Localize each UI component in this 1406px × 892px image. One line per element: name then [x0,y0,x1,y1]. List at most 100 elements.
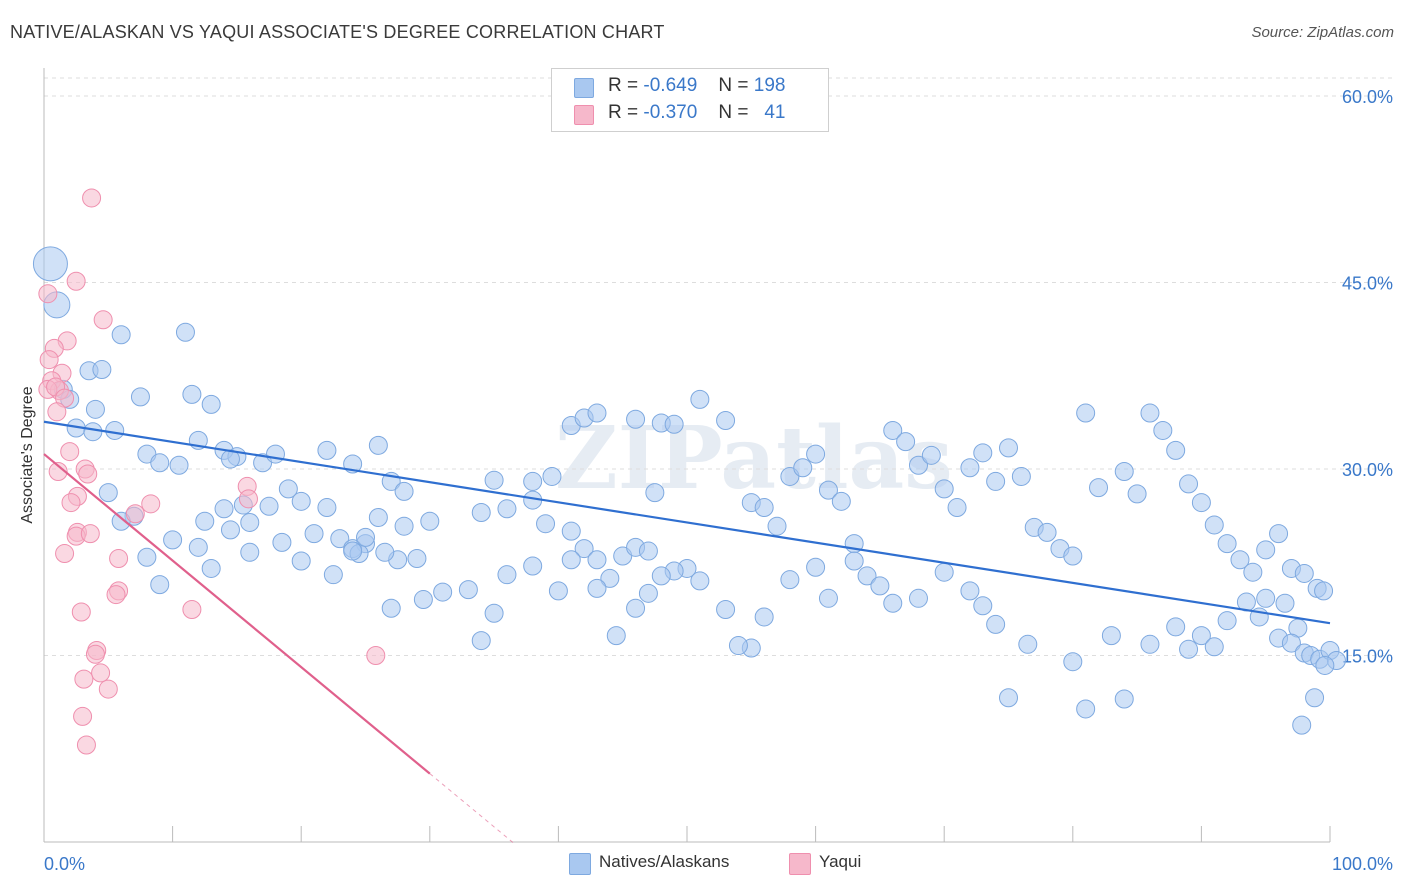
yaqui-point [55,544,75,564]
natives-point [484,470,504,490]
natives-point [857,566,877,586]
natives-point [831,491,851,511]
natives-point [188,537,208,557]
natives-point [960,458,980,478]
natives-point [1305,688,1325,708]
natives-point [1191,626,1211,646]
yaqui-point [39,350,59,370]
yaqui-point [61,493,81,513]
natives-point [1243,562,1263,582]
natives-point [542,466,562,486]
natives-point [163,530,183,550]
natives-point [934,479,954,499]
natives-point [240,512,260,532]
yaqui-point [47,402,67,422]
natives-point [291,551,311,571]
natives-point [265,444,285,464]
yaqui-point [85,644,105,664]
yaqui-point [66,271,86,291]
natives-point [561,521,581,541]
natives-point [716,411,736,431]
natives-point [201,394,221,414]
natives-point [1018,634,1038,654]
yaqui-point [48,461,68,481]
natives-legend-swatch [569,853,591,875]
natives-point [1230,550,1250,570]
natives-point [1166,440,1186,460]
natives-point [1127,484,1147,504]
y-tick-label: 45.0% [1342,274,1393,294]
natives-point [105,420,125,440]
yaqui-legend-swatch [789,853,811,875]
natives-point [381,598,401,618]
natives-point [638,541,658,561]
natives-point [317,440,337,460]
yaqui-point [366,646,386,665]
natives-point [240,542,260,562]
r-label: R = [608,102,639,123]
r-value: -0.649 [643,75,698,96]
natives-point [32,246,68,282]
natives-point [690,389,710,409]
natives-point [484,603,504,623]
natives-point [754,607,774,627]
natives-point [420,511,440,531]
natives-point [1204,637,1224,657]
natives-point [356,527,375,547]
natives-point [638,583,658,603]
natives-point [98,483,118,503]
natives-point [600,568,620,588]
natives-point [1037,522,1057,542]
natives-point [1089,478,1109,498]
natives-point [587,403,607,423]
natives-point [1063,652,1083,672]
natives-point [1256,588,1276,608]
n-label: N = [718,75,749,96]
yaqui-point [93,310,113,330]
yaqui-swatch [574,105,594,125]
natives-point [1114,461,1134,481]
natives-point [1269,524,1289,544]
natives-point [1076,699,1096,719]
y-tick-label: 30.0% [1342,460,1393,480]
natives-point [1314,581,1334,601]
n-value: 41 [764,102,786,123]
natives-point [986,614,1006,634]
natives-point [1275,593,1295,613]
natives-point [317,498,337,518]
legend-label-yaqui: Yaqui [819,852,862,871]
natives-point [1281,633,1301,653]
natives-point [368,507,388,527]
natives-point [1063,546,1083,566]
natives-point [291,491,311,511]
natives-point [587,550,607,570]
r-value: -0.370 [643,102,698,123]
natives-point [1153,420,1173,440]
natives-point [407,549,427,569]
legend-label-natives: Natives/Alaskans [599,852,730,871]
natives-point [651,566,671,586]
natives-point [767,516,787,536]
natives-point [626,409,646,429]
n-value: 198 [753,75,786,96]
chart-title: NATIVE/ALASKAN VS YAQUI ASSOCIATE'S DEGR… [10,22,665,42]
x-tick-label: 0.0% [44,854,85,874]
natives-point [999,688,1018,708]
natives-point [272,532,292,552]
natives-point [330,529,350,549]
natives-point [497,565,517,585]
natives-point [523,471,543,491]
natives-point [137,547,157,567]
natives-point [587,578,607,598]
natives-point [1179,474,1199,494]
natives-point [818,588,838,608]
natives-point [150,575,170,595]
yaqui-point [76,735,96,755]
natives-point [92,360,112,380]
natives-point [806,557,826,577]
yaqui-point [80,524,100,544]
natives-point [1292,715,1312,735]
natives-point [368,435,388,455]
natives-point [818,480,838,500]
natives-point [1140,634,1160,654]
